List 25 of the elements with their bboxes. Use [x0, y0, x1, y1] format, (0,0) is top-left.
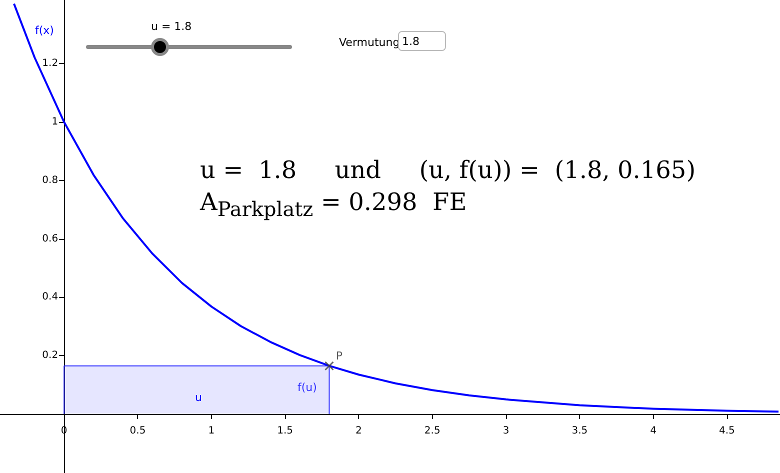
- annotation: u = 1.8 und (u, f(u)) = (1.8, 0.165): [200, 156, 696, 184]
- annotation: P: [336, 349, 343, 362]
- annotation: f(u): [298, 381, 317, 394]
- annotation: u = 1.8: [151, 20, 192, 33]
- y-tick-label: 0.6: [42, 233, 58, 244]
- x-tick-label: 0.5: [130, 426, 146, 437]
- input-field: 1.8: [398, 31, 446, 51]
- x-tick-label: 2: [356, 426, 362, 437]
- x-tick-label: 4: [650, 426, 656, 437]
- annotation: u: [195, 391, 202, 404]
- annotation: Vermutung: [339, 36, 400, 49]
- x-tick-label: 2.5: [424, 426, 440, 437]
- y-tick-label: 1.2: [42, 58, 58, 70]
- x-tick-label: 3.5: [572, 426, 588, 437]
- line-series: [12, 2, 780, 413]
- x-tick-label: 1.5: [277, 426, 293, 437]
- y-axis-title: f(x): [34, 24, 55, 37]
- y-tick-label: 0.4: [42, 292, 58, 303]
- x-tick-label: 4.5: [719, 426, 735, 437]
- y-tick-label: 0.8: [42, 174, 58, 186]
- annotation: A$_{Parkplatz}$ = 0.298 FE: [200, 188, 467, 221]
- x-tick-label: 1: [208, 426, 215, 437]
- y-tick-label: 0.2: [42, 350, 58, 362]
- x-tick-label: 3: [502, 426, 510, 437]
- y-tick-label: 1: [52, 116, 58, 128]
